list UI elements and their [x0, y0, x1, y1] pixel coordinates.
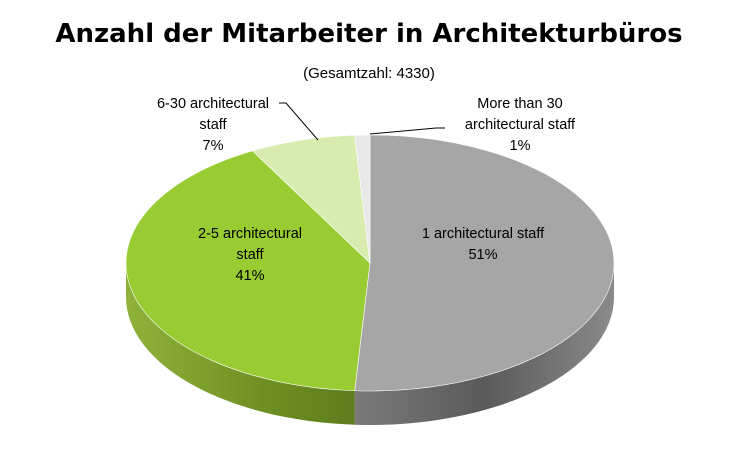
pie-slice-3 — [251, 134, 371, 264]
leader-line-4 — [369, 127, 445, 135]
pie-side-1 — [354, 263, 614, 426]
pie-slice-2 — [125, 150, 371, 392]
pie-slice-4 — [354, 134, 371, 264]
chart-subtitle: (Gesamtzahl: 4330) — [303, 65, 435, 82]
pie-slice-1 — [354, 134, 615, 392]
slice-percent-label: 1% — [510, 138, 531, 154]
slice-name-label: 6-30 architectural — [157, 96, 269, 112]
pie-labels: 1 architectural staff 51% 2-5 architectura… — [157, 96, 576, 284]
slice-name-label: 2-5 architectural — [198, 226, 302, 242]
slice-percent-label: 41% — [235, 268, 264, 284]
slice-name-label: architectural staff — [465, 117, 576, 133]
slice-name-label: 1 architectural staff — [422, 226, 545, 242]
chart-title: Anzahl der Mitarbeiter in Architekturbür… — [55, 19, 682, 49]
pie-slices — [125, 134, 615, 392]
slice-percent-label: 7% — [203, 138, 224, 154]
slice-percent-label: 51% — [468, 247, 497, 263]
pie-side-2 — [126, 263, 355, 425]
slice-name-label: More than 30 — [477, 96, 562, 112]
leader-line-3 — [279, 102, 319, 141]
slice-name-label: staff — [236, 247, 264, 263]
slice-name-label: staff — [199, 117, 227, 133]
pie-sides — [126, 263, 614, 426]
